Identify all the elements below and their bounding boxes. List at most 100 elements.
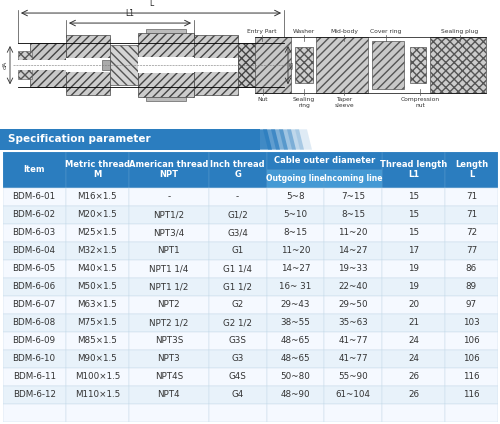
- Bar: [382, 206, 446, 224]
- Polygon shape: [279, 129, 296, 150]
- Bar: [129, 206, 209, 224]
- Text: 19: 19: [408, 282, 419, 291]
- Bar: [324, 332, 382, 350]
- Bar: [266, 188, 324, 206]
- Bar: [382, 242, 446, 260]
- Bar: [446, 350, 498, 368]
- Bar: [66, 224, 129, 242]
- Text: 14~27: 14~27: [338, 246, 368, 255]
- Text: M32×1.5: M32×1.5: [78, 246, 117, 255]
- Text: 5~10: 5~10: [284, 210, 308, 219]
- Text: 29~43: 29~43: [280, 300, 310, 310]
- Text: Length
L: Length L: [455, 160, 488, 179]
- Text: BDM-6-09: BDM-6-09: [12, 336, 56, 346]
- Bar: [30, 43, 66, 87]
- Bar: [2, 260, 66, 278]
- Text: G1: G1: [232, 246, 244, 255]
- Text: NPT2 1/2: NPT2 1/2: [149, 318, 188, 327]
- Text: BDM-6-10: BDM-6-10: [12, 354, 56, 363]
- Bar: [382, 296, 446, 314]
- Bar: [66, 152, 129, 188]
- Text: Mid-body: Mid-body: [330, 29, 358, 34]
- Polygon shape: [287, 129, 304, 150]
- Bar: [66, 260, 129, 278]
- Bar: [266, 278, 324, 296]
- Bar: [324, 188, 382, 206]
- Bar: [446, 224, 498, 242]
- Bar: [266, 386, 324, 404]
- Bar: [102, 60, 110, 70]
- Text: NPT1/2: NPT1/2: [154, 210, 184, 219]
- Text: G2: G2: [232, 300, 244, 310]
- Text: M85×1.5: M85×1.5: [78, 336, 118, 346]
- Text: NPT1 1/2: NPT1 1/2: [149, 282, 188, 291]
- Bar: [138, 33, 194, 97]
- Text: Item: Item: [24, 165, 45, 174]
- Text: NPT1: NPT1: [158, 246, 180, 255]
- Bar: [66, 332, 129, 350]
- Bar: [382, 368, 446, 386]
- Text: 72: 72: [466, 228, 477, 237]
- Bar: [66, 35, 110, 95]
- Text: M90×1.5: M90×1.5: [78, 354, 117, 363]
- Bar: [208, 332, 266, 350]
- Text: -: -: [168, 192, 170, 201]
- Bar: [2, 278, 66, 296]
- Text: 11~20: 11~20: [338, 228, 368, 237]
- Text: M50×1.5: M50×1.5: [78, 282, 118, 291]
- Bar: [2, 404, 66, 422]
- Bar: [2, 350, 66, 368]
- Bar: [2, 314, 66, 332]
- Text: 20: 20: [408, 300, 419, 310]
- Text: G1 1/2: G1 1/2: [223, 282, 252, 291]
- Bar: [208, 278, 266, 296]
- Text: L: L: [149, 0, 153, 8]
- Bar: [2, 224, 66, 242]
- Text: 106: 106: [463, 336, 479, 346]
- Bar: [324, 296, 382, 314]
- Text: 15: 15: [408, 228, 419, 237]
- Text: Thread length
L1: Thread length L1: [380, 160, 448, 179]
- Text: M20×1.5: M20×1.5: [78, 210, 117, 219]
- Text: Compression
nut: Compression nut: [400, 97, 440, 108]
- Bar: [208, 188, 266, 206]
- Bar: [446, 260, 498, 278]
- Text: BDM-6-02: BDM-6-02: [12, 210, 56, 219]
- Text: Entry Part: Entry Part: [247, 29, 277, 34]
- Text: Specification parameter: Specification parameter: [8, 134, 150, 145]
- Bar: [194, 35, 238, 95]
- Text: American thread
NPT: American thread NPT: [129, 160, 208, 179]
- Bar: [295, 47, 313, 83]
- Text: M63×1.5: M63×1.5: [78, 300, 117, 310]
- Bar: [324, 224, 382, 242]
- Bar: [2, 386, 66, 404]
- Bar: [266, 314, 324, 332]
- Text: 55~90: 55~90: [338, 372, 368, 381]
- Text: 116: 116: [463, 372, 479, 381]
- Text: 15: 15: [408, 192, 419, 201]
- Bar: [324, 368, 382, 386]
- Text: 97: 97: [466, 300, 477, 310]
- Bar: [129, 386, 209, 404]
- Bar: [324, 242, 382, 260]
- Text: 89: 89: [466, 282, 477, 291]
- Bar: [324, 350, 382, 368]
- Bar: [382, 188, 446, 206]
- Bar: [2, 242, 66, 260]
- Text: dB: dB: [290, 61, 295, 69]
- Bar: [446, 386, 498, 404]
- Text: 61~104: 61~104: [336, 391, 370, 399]
- Bar: [129, 242, 209, 260]
- Bar: [146, 29, 186, 33]
- Bar: [266, 260, 324, 278]
- Bar: [194, 58, 238, 72]
- Bar: [324, 206, 382, 224]
- Bar: [2, 296, 66, 314]
- Bar: [446, 368, 498, 386]
- Text: 29~50: 29~50: [338, 300, 368, 310]
- Bar: [208, 224, 266, 242]
- Bar: [110, 45, 138, 85]
- Text: 11~20: 11~20: [280, 246, 310, 255]
- Bar: [18, 51, 32, 79]
- Text: NPT1 1/4: NPT1 1/4: [149, 264, 188, 273]
